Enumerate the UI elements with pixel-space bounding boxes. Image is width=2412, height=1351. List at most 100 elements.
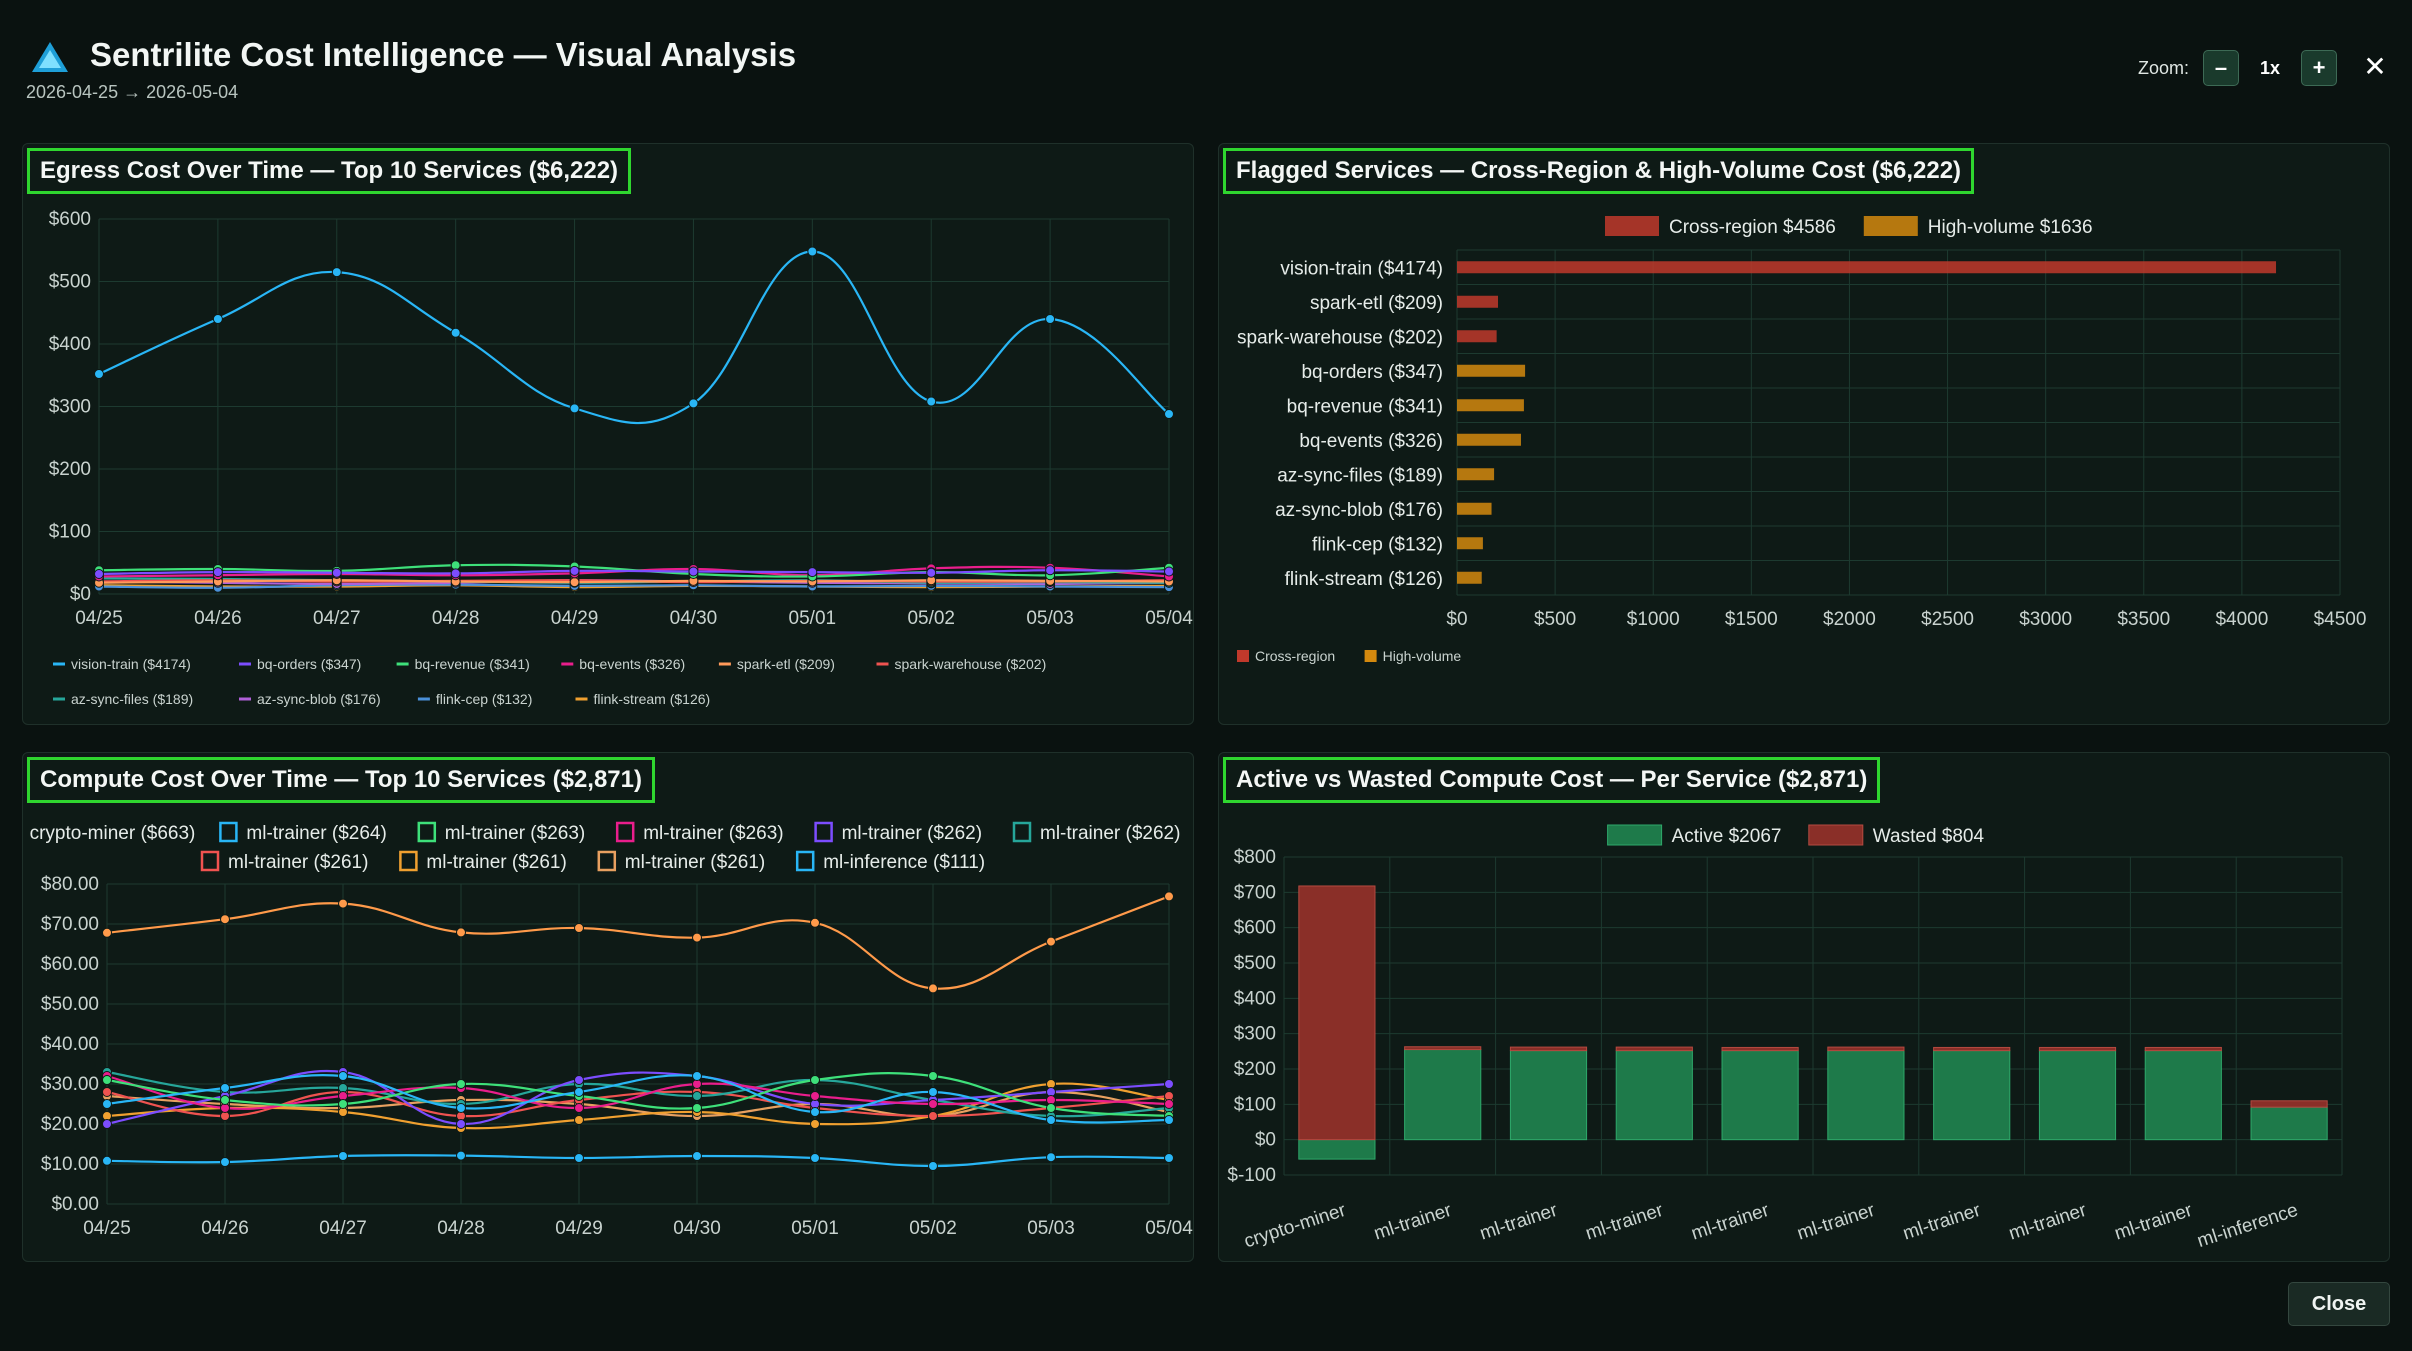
y-tick-label: $70.00 [41,914,99,935]
x-tick-label: 05/02 [909,1218,957,1239]
active-bar [2038,1050,2117,1141]
wasted-bar [1721,1046,1799,1052]
y-category-label: spark-warehouse ($202) [1237,327,1443,348]
data-point [212,567,223,578]
data-point [574,1075,584,1085]
data-point [220,1157,230,1167]
legend-swatch [1012,821,1032,843]
data-point [569,577,580,588]
legend-label: ml-trainer ($263) [643,823,783,844]
wasted-bar [1827,1046,1905,1052]
y-tick-label: $600 [1234,918,1276,939]
active-bar [1615,1050,1693,1141]
y-tick-label: $80.00 [41,874,99,895]
legend-swatch [1364,650,1377,662]
legend-swatch [417,821,437,843]
close-button[interactable]: Close [2288,1282,2390,1326]
data-point [807,567,818,578]
data-point [1045,565,1056,576]
y-category-label: vision-train ($4174) [1280,258,1443,279]
wasted-bar [1933,1046,2011,1052]
zoom-out-button[interactable]: – [2203,50,2240,86]
legend-swatch [399,850,418,872]
data-point [692,1103,702,1113]
wasted-bar [1298,885,1376,1141]
wasted-bar [1404,1046,1482,1051]
legend-label: Wasted $804 [1873,826,1985,847]
wasted-bar [1509,1046,1588,1052]
legend-swatch [1237,650,1249,662]
series-line [106,1154,1170,1168]
flagged-bar-chart: $0 $500 $1000 $1500 $2000 $2500 $3000 $3500 $400… [1237,216,2367,664]
x-tick-label: 05/03 [1026,608,1074,629]
data-point [102,1119,112,1129]
x-tick-label: 04/30 [673,1218,721,1239]
y-tick-label: $300 [49,397,91,418]
data-point [574,1087,584,1097]
series-line [106,1070,1170,1118]
x-tick-label: 04/29 [555,1218,603,1239]
x-category-label: ml-trainer [1689,1200,1772,1245]
active-bar [2250,1106,2328,1141]
active-bar [1827,1050,1905,1141]
legend-label: ml-trainer ($264) [246,823,386,844]
bar [1457,537,1483,550]
close-icon[interactable]: ✕ [2363,51,2387,82]
legend-label: vision-train ($4174) [71,656,191,672]
data-point [102,1087,112,1097]
data-point [1046,1103,1056,1113]
y-category-label: flink-cep ($132) [1312,534,1443,555]
bar [1457,399,1524,412]
flagged-services-panel: Flagged Services — Cross-Region & High-V… [1218,143,2390,725]
active-bar [1509,1050,1588,1141]
date-range: 2026-04-25 → 2026-05-04 [26,82,239,102]
active-bar [1404,1049,1482,1141]
data-point [1164,891,1174,902]
x-category-label: ml-inference [2195,1200,2301,1252]
series-line [106,1074,1170,1124]
data-point [94,569,104,579]
data-point [1164,1153,1174,1163]
x-tick-label: $1000 [1627,609,1680,630]
data-point [928,1087,938,1097]
data-point [692,1071,702,1081]
egress-chart-title: Egress Cost Over Time — Top 10 Services … [27,148,632,194]
wasted-bar [2250,1100,2328,1108]
legend-label: Cross-region [1255,648,1335,664]
x-tick-label: $500 [1534,609,1576,630]
compute-line-chart: $0.00 $10.00 $20.00 $30.00 $40.00 $50.00 $60.0… [2,821,1193,1239]
y-category-label: flink-stream ($126) [1285,569,1443,590]
x-tick-label: $0 [1446,609,1467,630]
data-point [338,898,348,909]
y-tick-label: $60.00 [41,954,99,975]
zoom-level: 1x [2260,57,2281,78]
x-tick-label: 05/01 [791,1218,839,1239]
legend-swatch [219,821,238,843]
y-tick-label: $50.00 [41,994,99,1015]
legend-label: ml-trainer ($261) [426,852,566,873]
legend-swatch [597,850,617,872]
bar [1457,468,1495,481]
data-point [338,1099,348,1109]
legend-label: ml-trainer ($263) [445,823,585,844]
y-tick-label: $500 [1234,953,1276,974]
legend-label: High-volume [1383,648,1462,664]
x-category-label: ml-trainer [1371,1200,1454,1245]
zoom-in-button[interactable]: + [2301,50,2338,86]
y-tick-label: $40.00 [41,1034,99,1055]
data-point [331,567,342,578]
data-point [338,1071,348,1081]
x-tick-label: $4500 [2314,609,2367,630]
series-line [98,583,1170,589]
data-point [456,927,466,938]
bar [1457,330,1497,343]
active-wasted-bar-chart: $-100 $0 $100 $200 $300 $400 $500 $600 $700 $800 c… [1227,824,2343,1252]
y-tick-label: $100 [1234,1094,1276,1115]
x-tick-label: 04/25 [83,1218,131,1239]
data-point [1046,1152,1056,1163]
legend-label: ml-trainer ($262) [1040,823,1180,844]
legend-label: Active $2067 [1672,826,1782,847]
data-point [1164,1115,1174,1125]
data-point [807,246,818,257]
x-tick-label: 05/02 [907,608,955,629]
